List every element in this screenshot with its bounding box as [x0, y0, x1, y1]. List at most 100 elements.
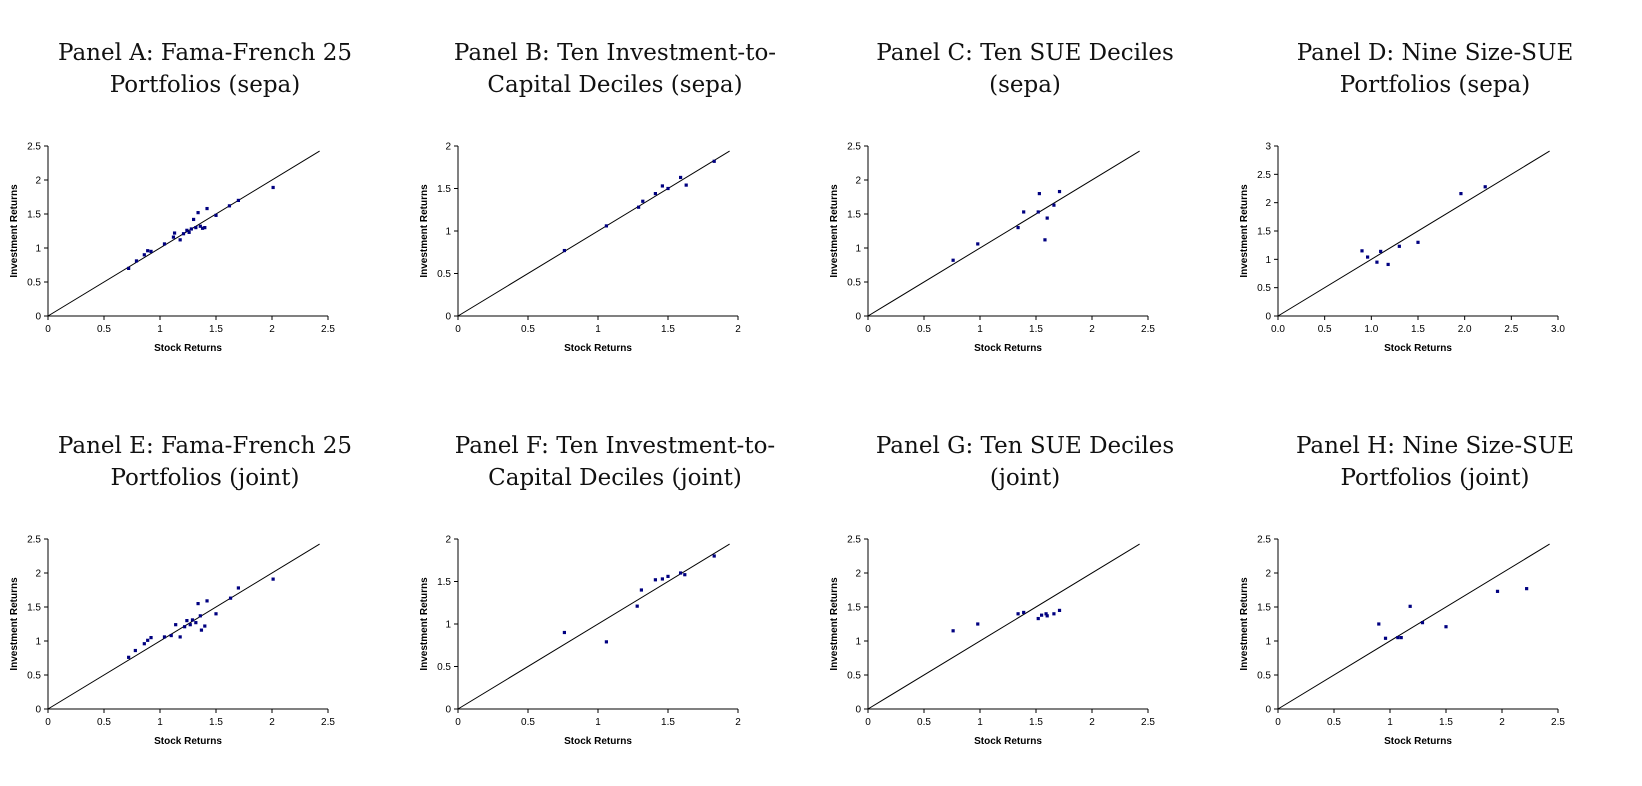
chart-title: Panel E: Fama-French 25 Portfolios (join… [0, 393, 410, 531]
y-tick-label: 0 [855, 312, 861, 323]
data-point [172, 231, 177, 235]
data-point [185, 228, 189, 232]
data-point [1052, 612, 1056, 616]
scatter-plot: 0 0.5 1 1.5 2 2.5 0 0.5 1 1.5 2 2.5 Stock Returns Inv… [1239, 535, 1565, 748]
y-axis-label: Investment Returns [1239, 184, 1250, 278]
chart-title-text: Panel A: Fama-French 25 Portfolios (sepa… [58, 40, 352, 98]
y-tick-label: 1 [445, 620, 451, 631]
data-point [684, 183, 688, 187]
x-tick-label: 0.5 [97, 717, 111, 728]
x-tick-label: 2 [1499, 717, 1505, 728]
x-tick-label: 0 [45, 717, 51, 728]
data-point [149, 249, 153, 253]
data-point [1022, 210, 1026, 214]
y-tick-label: 0 [445, 705, 451, 716]
x-axis-label: Stock Returns [154, 343, 222, 354]
y-tick-label: 1 [445, 227, 451, 238]
x-tick-label: 2 [1089, 717, 1095, 728]
y-tick-label: 1 [35, 637, 41, 648]
chart-panel-8: Panel H: Nine Size-SUE Portfolios (joint… [1230, 393, 1640, 786]
y-tick-label: 2.5 [847, 535, 861, 546]
chart-panel-1: Panel A: Fama-French 25 Portfolios (sepa… [0, 0, 410, 393]
data-point [194, 621, 198, 625]
x-axis-label: Stock Returns [1384, 343, 1452, 354]
x-tick-label: 1 [595, 324, 601, 335]
data-point [1383, 636, 1388, 640]
y-tick-label: 1.5 [437, 577, 451, 588]
x-tick-label: 1.5 [1439, 717, 1453, 728]
data-point [1045, 614, 1049, 618]
y-tick-label: 3 [1265, 142, 1271, 153]
data-point [1459, 192, 1463, 196]
data-point [1397, 244, 1401, 248]
data-point [178, 238, 182, 242]
y-tick-label: 2 [445, 535, 451, 546]
data-point [199, 628, 204, 632]
chart-title-text: Panel H: Nine Size-SUE Portfolios (joint… [1295, 433, 1575, 491]
chart-panel-2: Panel B: Ten Investment-to-Capital Decil… [410, 0, 820, 393]
x-tick-label: 1 [1387, 717, 1393, 728]
diagonal-line [1277, 150, 1550, 317]
data-point [976, 242, 980, 246]
y-tick-label: 1.5 [27, 210, 41, 221]
x-axis-label: Stock Returns [564, 736, 632, 747]
y-tick-label: 1.5 [1257, 603, 1271, 614]
y-tick-label: 0.5 [27, 278, 41, 289]
x-tick-label: 2.5 [1141, 717, 1155, 728]
x-tick-label: 1.5 [209, 324, 223, 335]
data-point [198, 224, 202, 228]
data-point [169, 633, 173, 638]
x-tick-label: 1 [157, 324, 163, 335]
data-point [1408, 604, 1412, 608]
data-point [712, 159, 716, 163]
scatter-plot: 0 0.5 1 1.5 2 2.5 0 0.5 1 1.5 2 2.5 Stock Returns Inv… [829, 142, 1155, 355]
data-point [178, 635, 182, 639]
chart-title-text: Panel F: Ten Investment-to-Capital Decil… [454, 433, 776, 491]
data-point [951, 629, 955, 633]
chart-panel-3: Panel C: Ten SUE Deciles (sepa) 0 0.5 1 1.5 2… [820, 0, 1230, 393]
chart-panel-5: Panel E: Fama-French 25 Portfolios (join… [0, 393, 410, 786]
scatter-plot: 0 0.5 1 1.5 2 2.5 0 0.5 1 1.5 2 2.5 Stock Returns Inv… [829, 535, 1155, 748]
y-tick-label: 1 [855, 244, 861, 255]
x-tick-label: 1.0 [1364, 324, 1378, 335]
y-tick-label: 2 [855, 176, 861, 187]
y-tick-label: 1 [855, 637, 861, 648]
y-tick-label: 0 [445, 312, 451, 323]
x-tick-label: 0.5 [1327, 717, 1341, 728]
data-point [637, 205, 641, 209]
chart-title: Panel A: Fama-French 25 Portfolios (sepa… [0, 0, 410, 138]
data-point [196, 602, 200, 606]
data-point [271, 185, 275, 190]
data-point [653, 578, 657, 582]
data-point [142, 642, 146, 646]
data-point [228, 596, 233, 600]
data-point [198, 614, 202, 618]
data-point [1057, 608, 1062, 612]
data-point [641, 199, 645, 203]
x-tick-label: 1.5 [1029, 717, 1043, 728]
y-tick-label: 0 [1265, 312, 1271, 323]
x-tick-label: 1 [977, 324, 983, 335]
data-point [712, 554, 716, 558]
x-tick-label: 2 [269, 324, 275, 335]
data-point [635, 604, 639, 608]
x-tick-label: 0.5 [917, 324, 931, 335]
data-point [1375, 260, 1379, 264]
x-tick-label: 0.5 [521, 717, 535, 728]
data-point [133, 648, 137, 653]
y-axis-label: Investment Returns [9, 577, 20, 671]
y-axis-label: Investment Returns [9, 184, 20, 278]
data-point [1036, 210, 1040, 214]
x-tick-label: 2.5 [1141, 324, 1155, 335]
data-point [203, 226, 207, 230]
x-tick-label: 3.0 [1551, 324, 1565, 335]
data-point [214, 612, 218, 616]
data-point [205, 599, 209, 603]
data-point [951, 258, 955, 262]
y-tick-label: 2.5 [27, 535, 41, 546]
y-tick-label: 2 [1265, 569, 1271, 580]
y-tick-label: 1 [1265, 255, 1271, 266]
diagonal-line [457, 150, 730, 317]
data-point [1022, 610, 1026, 615]
y-tick-label: 1.5 [1257, 227, 1271, 238]
